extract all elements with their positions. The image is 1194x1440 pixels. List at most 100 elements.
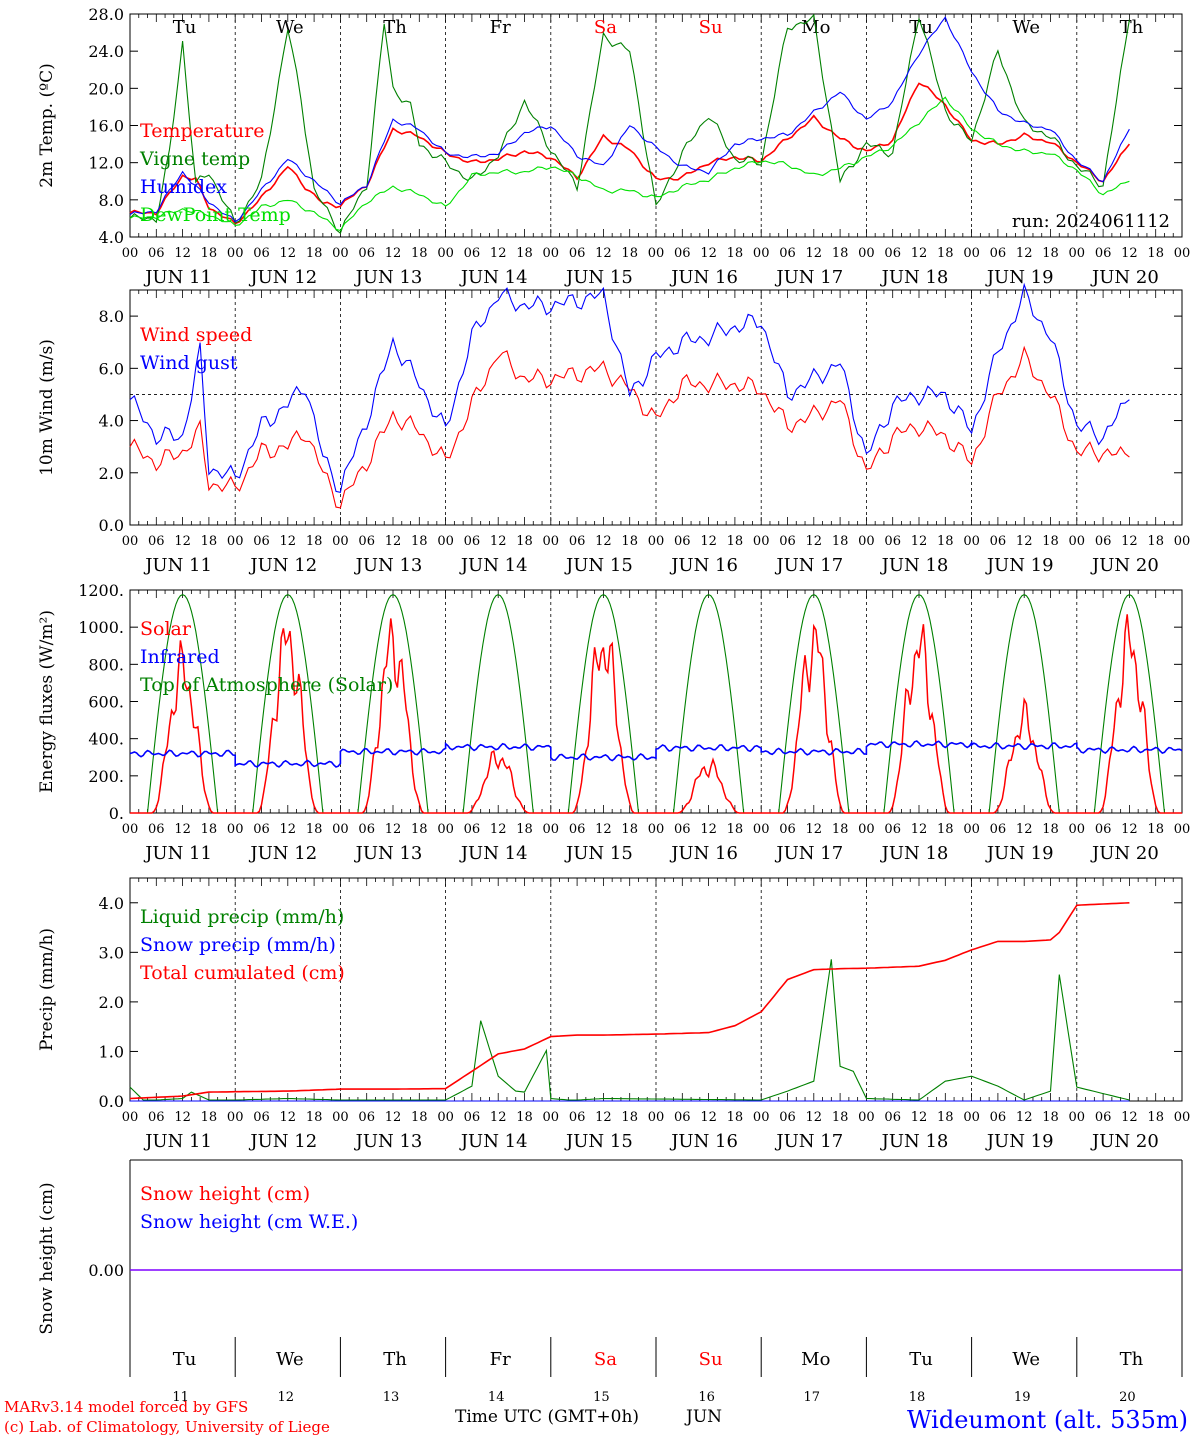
hour-tick-label: 12 <box>280 822 297 837</box>
weekday-label: Su <box>699 1349 723 1370</box>
hour-tick-label: 18 <box>832 822 849 837</box>
hour-tick-label: 18 <box>201 246 218 261</box>
hour-tick-label: 06 <box>148 822 165 837</box>
hour-tick-label: 00 <box>543 1110 560 1125</box>
hour-tick-label: 00 <box>437 822 454 837</box>
hour-tick-label: 00 <box>858 534 875 549</box>
hour-tick-label: 00 <box>437 246 454 261</box>
hour-tick-label: 12 <box>1016 246 1033 261</box>
date-label: JUN 16 <box>669 555 738 576</box>
hour-tick-label: 06 <box>253 1110 270 1125</box>
date-label: JUN 12 <box>248 843 317 864</box>
hour-tick-label: 00 <box>648 1110 665 1125</box>
hour-tick-label: 00 <box>332 246 349 261</box>
hour-tick-label: 12 <box>595 246 612 261</box>
y-axis-label: 10m Wind (m/s) <box>37 339 57 476</box>
hour-tick-label: 12 <box>280 1110 297 1125</box>
y-tick-label: 0.0 <box>99 516 124 535</box>
hour-tick-label: 00 <box>332 534 349 549</box>
series-line-total-cumulated-cm- <box>129 902 1130 1100</box>
hour-tick-label: 18 <box>832 534 849 549</box>
legend-entry: Infrared <box>140 646 220 668</box>
y-tick-label: 200. <box>88 767 124 786</box>
hour-tick-label: 00 <box>753 246 770 261</box>
y-tick-label: 600. <box>88 693 124 712</box>
hour-tick-label: 18 <box>1042 822 1059 837</box>
hour-tick-label: 06 <box>253 534 270 549</box>
hour-tick-label: 00 <box>1069 246 1086 261</box>
hour-tick-label: 12 <box>490 822 507 837</box>
hour-tick-label: 18 <box>1042 246 1059 261</box>
date-label: JUN 11 <box>143 267 212 288</box>
hour-tick-label: 12 <box>806 246 823 261</box>
hour-tick-label: 18 <box>727 822 744 837</box>
run-label: run: 2024061112 <box>1012 211 1170 232</box>
y-tick-label: 4.0 <box>99 228 124 247</box>
hour-tick-label: 18 <box>727 246 744 261</box>
hour-tick-label: 00 <box>963 822 980 837</box>
hour-tick-label: 00 <box>543 534 560 549</box>
hour-tick-label: 18 <box>516 1110 533 1125</box>
hour-tick-label: 18 <box>832 246 849 261</box>
wind-panel: 0.0 2.0 4.0 6.0 8.0 10m Wind (m/s) Wind speed W… <box>37 282 1191 576</box>
hour-tick-label: 18 <box>937 534 954 549</box>
date-label: JUN 20 <box>1090 843 1159 864</box>
hour-tick-label: 12 <box>911 246 928 261</box>
date-label: JUN 16 <box>669 843 738 864</box>
legend-entry: Total cumulated (cm) <box>140 962 345 984</box>
date-label: JUN 19 <box>985 555 1054 576</box>
date-label: JUN 13 <box>354 555 423 576</box>
hour-tick-label: 00 <box>437 534 454 549</box>
temperature-panel: 4.0 8.0 12.0 16.0 20.0 24.0 28.0 2m Temp. (ºC) T… <box>37 5 1190 288</box>
hour-tick-label: 18 <box>727 534 744 549</box>
hour-tick-label: 18 <box>306 822 323 837</box>
hour-tick-label: 12 <box>595 534 612 549</box>
hour-tick-label: 18 <box>201 822 218 837</box>
date-label: JUN 18 <box>880 267 949 288</box>
date-label: JUN 12 <box>248 267 317 288</box>
hour-tick-label: 06 <box>1095 822 1112 837</box>
weekday-label: Sa <box>594 1349 617 1370</box>
date-label: JUN 20 <box>1090 555 1159 576</box>
hour-tick-label: 18 <box>306 246 323 261</box>
y-tick-label: 400. <box>88 730 124 749</box>
weekday-label: Mo <box>801 1349 830 1370</box>
date-label: JUN 13 <box>354 1131 423 1152</box>
hour-tick-label: 00 <box>753 822 770 837</box>
hour-tick-label: 12 <box>385 534 402 549</box>
date-label: JUN 18 <box>880 843 949 864</box>
hour-tick-label: 18 <box>937 822 954 837</box>
hour-tick-label: 06 <box>569 822 586 837</box>
month-label: JUN <box>684 1407 722 1427</box>
weekday-label: Sa <box>594 17 617 38</box>
legend-entry: DewPoint Temp <box>140 204 291 226</box>
date-label: JUN 12 <box>248 555 317 576</box>
day-number-label: 20 <box>1119 1390 1136 1405</box>
series-line-wind-gust <box>129 282 1130 493</box>
y-tick-label: 1200. <box>78 581 124 600</box>
hour-tick-label: 18 <box>1147 534 1164 549</box>
hour-tick-label: 06 <box>884 246 901 261</box>
y-tick-label: 24.0 <box>88 42 124 61</box>
hour-tick-label: 06 <box>990 246 1007 261</box>
y-tick-label: 16.0 <box>88 117 124 136</box>
series-line-vigne-temp <box>129 13 1130 235</box>
legend-entry: Humidex <box>140 176 227 198</box>
y-tick-label: 1000. <box>78 618 124 637</box>
hour-tick-label: 00 <box>122 534 139 549</box>
hour-tick-label: 00 <box>1174 534 1191 549</box>
date-label: JUN 16 <box>669 267 738 288</box>
hour-tick-label: 18 <box>1042 534 1059 549</box>
y-tick-label: 6.0 <box>99 359 124 378</box>
hour-tick-label: 06 <box>674 534 691 549</box>
hour-tick-label: 12 <box>1121 246 1138 261</box>
hour-tick-label: 12 <box>490 1110 507 1125</box>
weekday-label: We <box>276 17 304 38</box>
date-label: JUN 18 <box>880 555 949 576</box>
hour-tick-label: 00 <box>648 822 665 837</box>
hour-tick-label: 06 <box>464 822 481 837</box>
hour-tick-label: 00 <box>1069 534 1086 549</box>
legend-entry: Wind speed <box>140 324 252 346</box>
hour-tick-label: 12 <box>1016 534 1033 549</box>
hour-tick-label: 06 <box>253 246 270 261</box>
